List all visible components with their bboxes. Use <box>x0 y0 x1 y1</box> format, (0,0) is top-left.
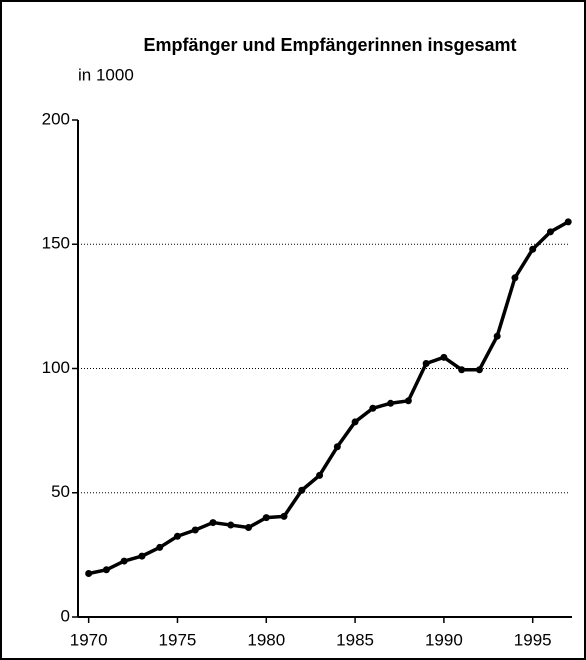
point <box>209 519 217 527</box>
point <box>546 228 554 236</box>
point <box>316 471 324 479</box>
point <box>404 397 412 405</box>
x-tick-label: 1980 <box>247 630 285 649</box>
point <box>298 486 306 494</box>
point <box>458 366 466 374</box>
point <box>564 218 572 226</box>
point <box>227 521 235 529</box>
y-tick-label: 150 <box>42 234 70 253</box>
point <box>245 524 253 532</box>
x-tick-label: 1970 <box>70 630 108 649</box>
point <box>156 543 164 551</box>
point <box>529 245 537 253</box>
point <box>262 514 270 522</box>
y-tick-label: 50 <box>51 482 70 501</box>
point <box>85 570 93 578</box>
point <box>120 557 128 565</box>
point <box>369 404 377 412</box>
line <box>88 220 570 576</box>
point <box>191 526 199 534</box>
x-tick-label: 1975 <box>159 630 197 649</box>
point <box>351 418 359 426</box>
x-tick-label: 1990 <box>425 630 463 649</box>
point <box>138 552 146 560</box>
y-tick-label: 100 <box>42 358 70 377</box>
x-tick-label: 1985 <box>336 630 374 649</box>
point <box>173 532 181 540</box>
y-tick-label: 200 <box>42 109 70 128</box>
point <box>387 399 395 407</box>
point <box>475 366 483 374</box>
point <box>422 360 430 368</box>
point <box>333 443 341 451</box>
point <box>102 566 110 574</box>
point <box>440 353 448 361</box>
point <box>280 512 288 520</box>
chart-title: Empfänger und Empfängerinnen insgesamt <box>143 35 516 55</box>
point <box>493 332 501 340</box>
x-tick-label: 1995 <box>514 630 552 649</box>
y-tick-label: 0 <box>61 606 70 625</box>
y-axis-label: in 1000 <box>78 65 134 84</box>
point <box>511 274 519 282</box>
